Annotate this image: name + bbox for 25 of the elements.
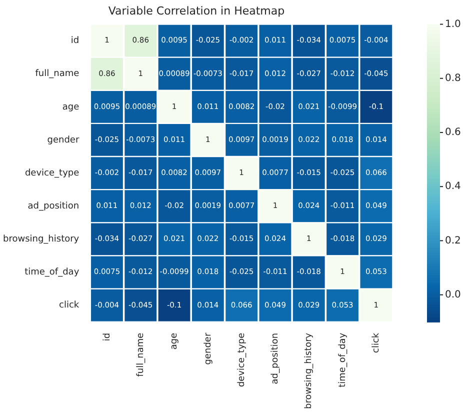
x-tick-label: gender [203, 332, 214, 365]
color-bar-label: 1.0 [445, 18, 461, 30]
y-tick-label: ad_position [28, 201, 80, 212]
y-tick-label: browsing_history [2, 234, 80, 245]
x-tick-label: click [372, 332, 382, 353]
y-tick-label: age [62, 102, 80, 112]
color-bar-label: 0.0 [445, 289, 461, 300]
x-tick-label: age [170, 332, 180, 350]
y-tick-label: id [70, 36, 80, 46]
y-tick-label: device_type [24, 168, 80, 178]
y-tick-label: full_name [35, 69, 80, 80]
y-tick-label: click [59, 300, 80, 311]
x-tick-label: device_type [236, 332, 247, 388]
color-bar-label: 0.4 [445, 181, 461, 192]
chart-title: Variable Correlation in Heatmap [108, 4, 285, 18]
x-tick-label: full_name [136, 332, 146, 377]
x-tick-label: browsing_history [304, 332, 314, 410]
x-tick-label: id [102, 332, 112, 342]
x-tick-label: time_of_day [338, 332, 348, 388]
color-bar-label: 0.2 [445, 235, 461, 246]
y-tick-label: gender [47, 135, 80, 146]
x-tick-label: ad_position [270, 332, 281, 384]
color-bar-label: 0.8 [445, 72, 461, 84]
y-tick-label: time_of_day [24, 268, 80, 278]
color-bar-label: 0.6 [445, 127, 461, 138]
